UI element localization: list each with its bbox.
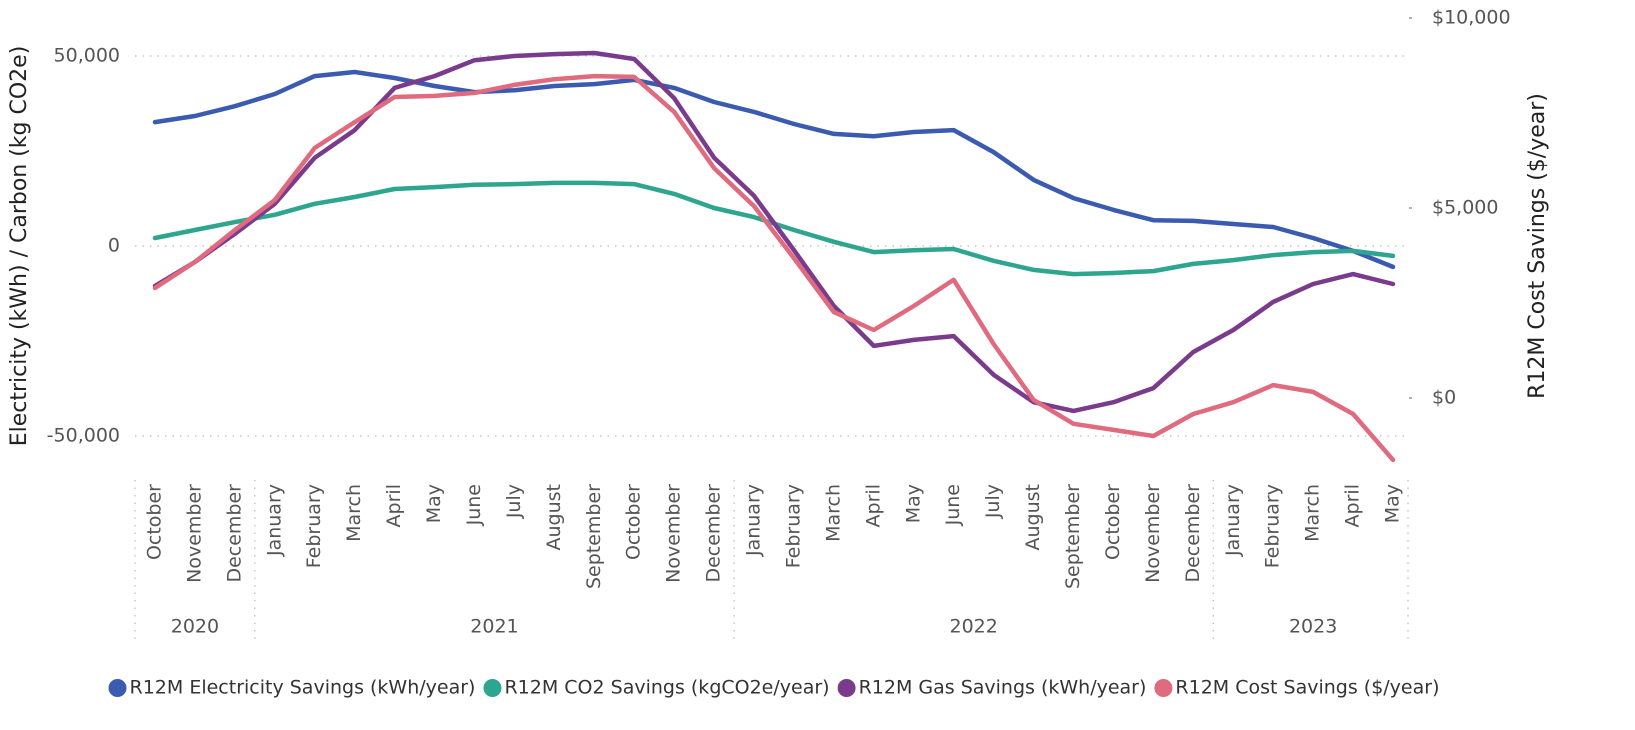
y-axis-title: Electricity (kWh) / Carbon (kg CO2e) xyxy=(7,46,32,447)
y2-tick-label: $10,000 xyxy=(1432,7,1511,29)
x-group-label: 2021 xyxy=(470,616,518,638)
x-group-label: 2023 xyxy=(1289,616,1337,638)
legend-marker xyxy=(108,679,127,697)
y-tick-label: 0 xyxy=(108,235,120,257)
x-tick-label: May xyxy=(1382,484,1404,523)
x-tick-label: April xyxy=(862,484,884,527)
legend-text: R12M Gas Savings (kWh/year) xyxy=(859,677,1147,699)
series-line xyxy=(152,73,1396,463)
x-tick-label: October xyxy=(623,484,645,560)
x-tick-label: October xyxy=(144,484,166,560)
x-tick-label: July xyxy=(503,484,525,519)
series-line xyxy=(152,69,1396,270)
legend-item: R12M Electricity Savings (kWh/year) xyxy=(108,677,476,699)
y2-axis-title: R12M Cost Savings ($/year) xyxy=(1525,93,1550,399)
y2-tick-label: $0 xyxy=(1432,387,1456,409)
legend-item: R12M Gas Savings (kWh/year) xyxy=(837,677,1147,699)
legend-text: R12M Electricity Savings (kWh/year) xyxy=(130,677,476,699)
x-tick-label: March xyxy=(822,484,844,542)
legend-marker xyxy=(483,679,502,697)
x-group-label: 2020 xyxy=(171,616,219,638)
x-tick-label: June xyxy=(463,484,485,526)
x-tick-label: December xyxy=(703,484,725,583)
legend-text: R12M Cost Savings ($/year) xyxy=(1175,677,1439,699)
x-tick-label: March xyxy=(1302,484,1324,542)
x-tick-label: April xyxy=(383,484,405,527)
x-tick-label: September xyxy=(583,484,605,589)
x-tick-label: October xyxy=(1102,484,1124,560)
x-tick-label: November xyxy=(663,484,685,583)
x-group-label: 2022 xyxy=(949,616,997,638)
x-tick-label: June xyxy=(942,484,964,526)
series-line xyxy=(152,50,1396,414)
x-tick-label: December xyxy=(223,484,245,583)
legend-marker xyxy=(837,679,856,697)
y2-tick-label: $5,000 xyxy=(1432,197,1498,219)
x-tick-label: January xyxy=(743,484,765,557)
legend: R12M Electricity Savings (kWh/year) R12M … xyxy=(108,677,1439,699)
x-tick-label: March xyxy=(343,484,365,542)
x-tick-label: February xyxy=(1262,484,1284,568)
x-tick-label: July xyxy=(982,484,1004,519)
x-tick-label: September xyxy=(1062,484,1084,589)
x-tick-label: December xyxy=(1182,484,1204,583)
x-tick-label: November xyxy=(1142,484,1164,583)
x-tick-label: January xyxy=(263,484,285,557)
x-tick-label: May xyxy=(902,484,924,523)
x-tick-label: February xyxy=(303,484,325,568)
x-tick-label: February xyxy=(782,484,804,568)
x-tick-label: April xyxy=(1342,484,1364,527)
legend-item: R12M CO2 Savings (kgCO2e/year) xyxy=(483,677,830,699)
x-tick-label: January xyxy=(1222,484,1244,557)
y-tick-label: -50,000 xyxy=(47,425,120,447)
x-tick-label: November xyxy=(183,484,205,583)
x-tick-label: August xyxy=(543,484,565,551)
legend-text: R12M CO2 Savings (kgCO2e/year) xyxy=(504,677,829,699)
x-tick-label: May xyxy=(423,484,445,523)
y-tick-label: 50,000 xyxy=(54,45,120,67)
legend-item: R12M Cost Savings ($/year) xyxy=(1154,677,1439,699)
legend-marker xyxy=(1154,679,1173,697)
x-tick-label: August xyxy=(1022,484,1044,551)
